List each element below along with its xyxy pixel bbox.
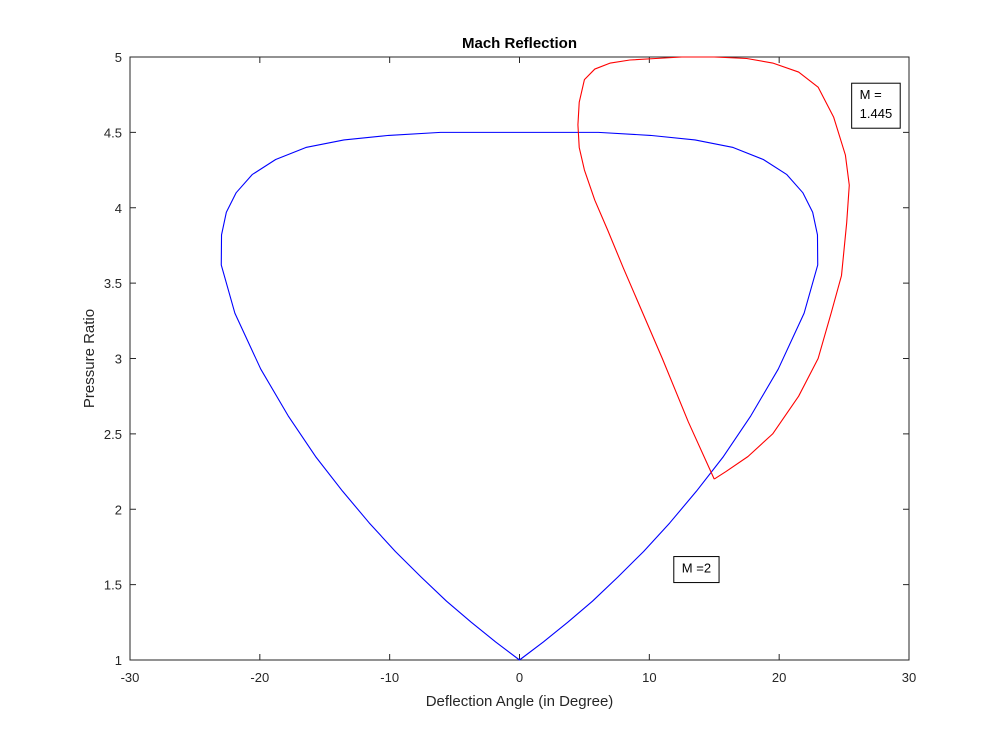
- y-tick-label: 2.5: [104, 427, 122, 442]
- annotation-frame: [851, 82, 901, 129]
- x-tick-label: 0: [516, 670, 523, 685]
- x-axis-title: Deflection Angle (in Degree): [426, 693, 614, 710]
- plot-area: [129, 56, 910, 661]
- axis-ticks: -30 -20 -10 0 10 20 30 1 1.5 2 2.5 3 3.5 4 4.5 5: [104, 50, 916, 685]
- series-line-1: [220, 131, 819, 661]
- x-tick-label: -30: [121, 670, 140, 685]
- series-line-2: [577, 56, 850, 480]
- annotation-text: 1.445: [860, 106, 893, 121]
- y-tick-label: 1: [115, 653, 122, 668]
- annotation-frame: [673, 556, 720, 584]
- x-tick-label: -10: [380, 670, 399, 685]
- annotation-text: M =2: [682, 561, 711, 576]
- chart-title: Mach Reflection: [462, 35, 577, 52]
- y-tick-label: 5: [115, 50, 122, 65]
- y-tick-label: 2: [115, 502, 122, 517]
- y-axis-title: Pressure Ratio: [81, 309, 98, 408]
- annotations: M = 1.445 M =2: [673, 82, 901, 584]
- x-tick-label: 10: [642, 670, 656, 685]
- y-tick-label: 3: [115, 352, 122, 367]
- series-layer: [220, 56, 850, 661]
- y-tick-label: 4: [115, 201, 122, 216]
- annotation-text: M =: [860, 87, 882, 102]
- x-tick-label: 30: [902, 670, 916, 685]
- y-tick-label: 1.5: [104, 578, 122, 593]
- y-tick-label: 3.5: [104, 276, 122, 291]
- annotation-box: M =2: [673, 556, 720, 584]
- y-tick-label: 4.5: [104, 125, 122, 140]
- x-tick-label: -20: [250, 670, 269, 685]
- annotation-box: M = 1.445: [851, 82, 901, 129]
- x-tick-label: 20: [772, 670, 786, 685]
